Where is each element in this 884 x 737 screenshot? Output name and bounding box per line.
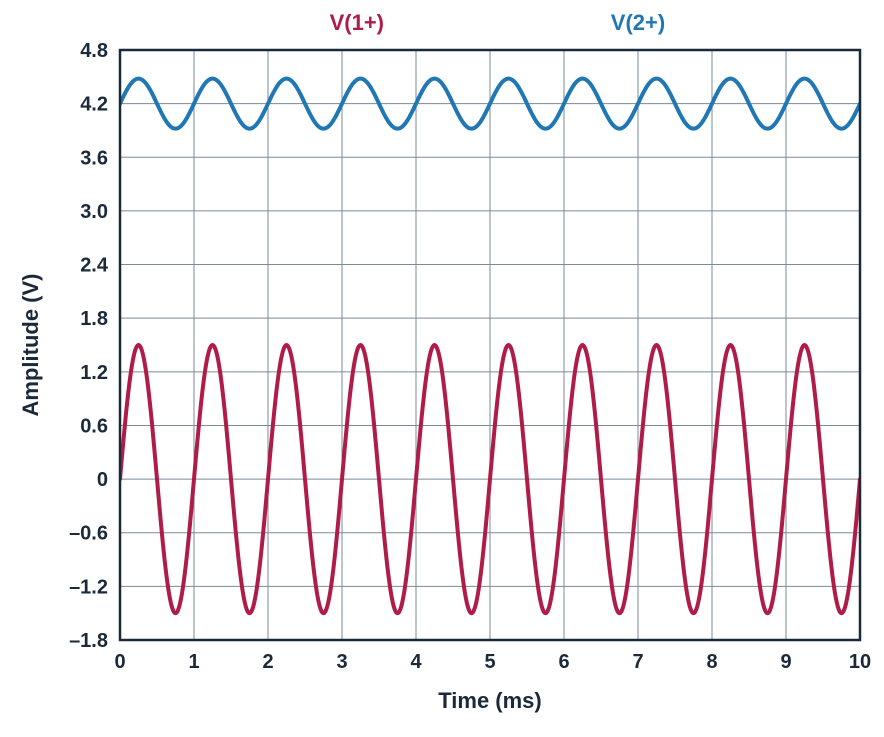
x-tick-label: 7: [632, 651, 643, 673]
y-tick-label: –0.6: [69, 523, 108, 545]
legend-item: V(2+): [611, 10, 665, 35]
waveform-chart: 0 1 2 3 4 5 6 7 8 9 10 –1.8 –1.2 –0.6 0 0.6 1.2 1.8 2.4 3.0…: [0, 0, 884, 737]
y-axis-label: Amplitude (V): [18, 274, 43, 417]
legend-item: V(1+): [330, 10, 384, 35]
y-tick-label: 4.2: [80, 94, 108, 116]
x-tick-label: 1: [188, 651, 199, 673]
y-tick-label: 4.8: [80, 40, 108, 62]
y-tick-label: 0: [97, 469, 108, 491]
y-tick-label: –1.2: [69, 576, 108, 598]
chart-svg: 0 1 2 3 4 5 6 7 8 9 10 –1.8 –1.2 –0.6 0 0.6 1.2 1.8 2.4 3.0…: [0, 0, 884, 737]
x-axis-label: Time (ms): [438, 688, 542, 713]
y-tick-label: 2.4: [80, 255, 109, 277]
x-tick-label: 10: [849, 651, 871, 673]
x-tick-label: 8: [706, 651, 717, 673]
x-tick-label: 9: [780, 651, 791, 673]
x-tick-label: 4: [410, 651, 422, 673]
x-tick-label: 5: [484, 651, 495, 673]
y-tick-label: 1.2: [80, 362, 108, 384]
y-tick-label: 3.6: [80, 147, 108, 169]
y-tick-label: 0.6: [80, 415, 108, 437]
y-tick-label: –1.8: [69, 630, 108, 652]
x-tick-label: 3: [336, 651, 347, 673]
x-tick-label: 2: [262, 651, 273, 673]
y-tick-label: 3.0: [80, 201, 108, 223]
x-tick-label: 6: [558, 651, 569, 673]
y-tick-label: 1.8: [80, 308, 108, 330]
x-tick-label: 0: [114, 651, 125, 673]
